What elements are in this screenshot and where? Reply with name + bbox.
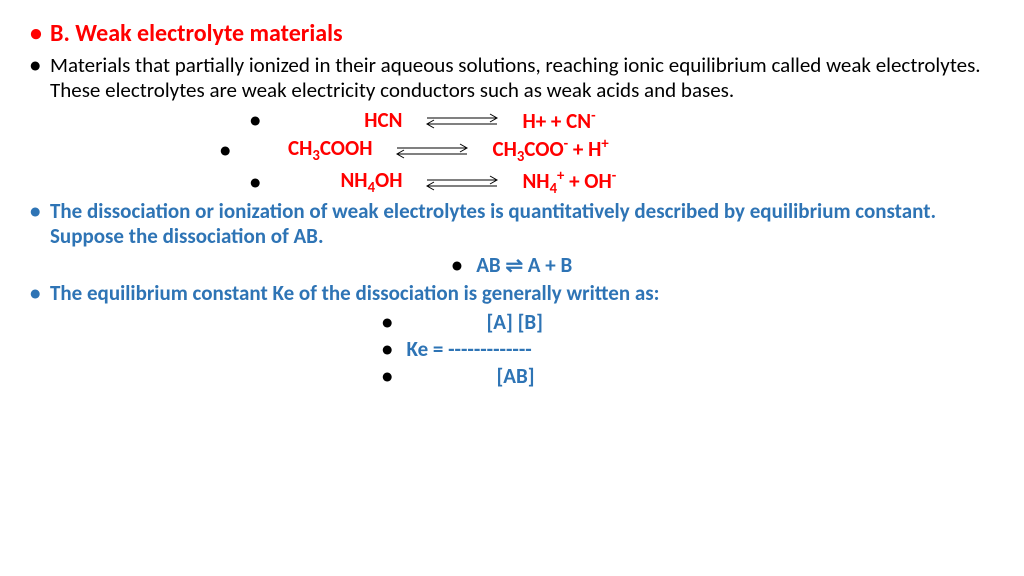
para1-row: • Materials that partially ionized in th… — [30, 53, 994, 103]
ke-bot-text: [AB] — [406, 364, 534, 389]
bullet-icon: • — [30, 281, 50, 306]
ke-top-text: [A] [B] — [406, 310, 543, 335]
eq2-right: CH3COO- + H+ — [492, 135, 692, 166]
ke-bot-row: • [AB] — [30, 364, 994, 389]
equation-row-2: • CH3COOH CH3COO- + H+ — [30, 135, 994, 166]
bullet-icon: • — [250, 170, 260, 195]
equation-row-1: • HCN H+ + CN- — [30, 107, 994, 134]
equation-row-3: • NH4OH NH4+ + OH- — [30, 167, 994, 198]
eq3-right: NH4+ + OH- — [522, 167, 722, 198]
bullet-icon: • — [382, 310, 392, 335]
blue-para2-row: • The equilibrium constant Ke of the dis… — [30, 281, 994, 306]
bullet-icon: • — [220, 138, 230, 163]
blue-para2-text: The equilibrium constant Ke of the disso… — [50, 281, 994, 306]
ke-mid-text: Ke = ------------- — [406, 337, 531, 362]
bullet-icon: • — [30, 53, 50, 78]
para1-text: Materials that partially ionized in thei… — [50, 53, 994, 103]
ke-mid-row: • Ke = ------------- — [30, 337, 994, 362]
blue-para1-row: • The dissociation or ionization of weak… — [30, 199, 994, 249]
eq3-left: NH4OH — [272, 168, 402, 197]
bullet-icon: • — [30, 199, 50, 224]
eq1-left: HCN — [272, 108, 402, 133]
heading-text: B. Weak electrolyte materials — [50, 20, 994, 49]
bullet-icon: • — [382, 337, 392, 362]
heading-row: • B. Weak electrolyte materials — [30, 20, 994, 49]
bullet-icon: • — [452, 253, 462, 278]
equilibrium-arrow-icon — [412, 171, 512, 195]
ke-top-row: • [A] [B] — [30, 310, 994, 335]
eq-ab-text: AB ⇌ A + B — [476, 253, 572, 278]
equilibrium-arrow-icon — [382, 139, 482, 163]
bullet-icon: • — [30, 20, 50, 49]
eq2-left: CH3COOH — [242, 136, 372, 165]
bullet-icon: • — [250, 108, 260, 133]
bullet-icon: • — [382, 364, 392, 389]
blue-para1-text: The dissociation or ionization of weak e… — [50, 199, 994, 249]
eq-ab-row: • AB ⇌ A + B — [30, 253, 994, 278]
eq1-right: H+ + CN- — [522, 107, 722, 134]
equilibrium-arrow-icon — [412, 109, 512, 133]
